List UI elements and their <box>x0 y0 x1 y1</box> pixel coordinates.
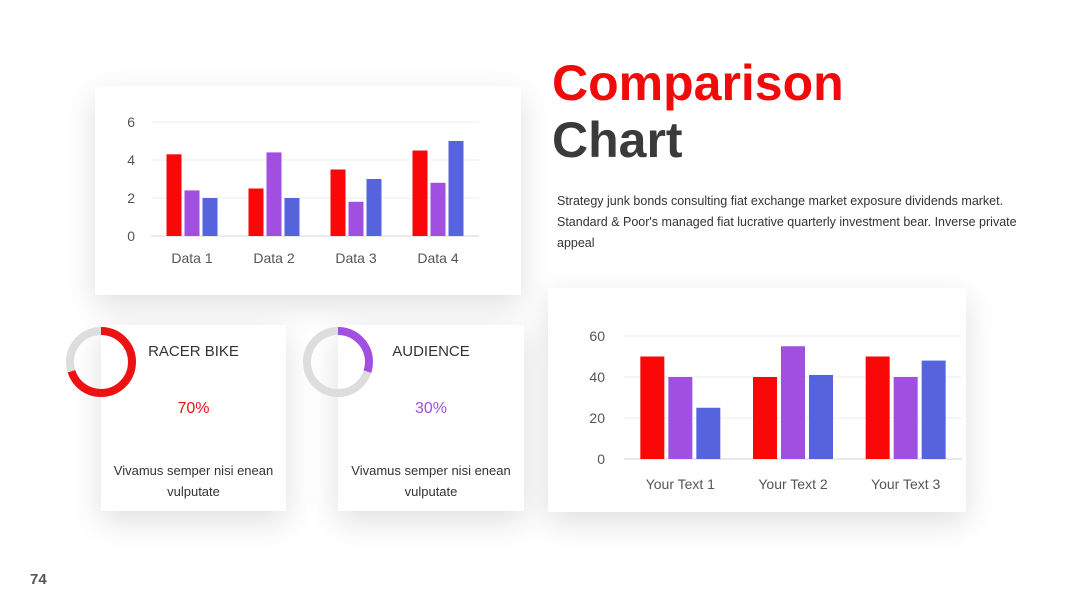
page-number: 74 <box>30 571 47 588</box>
slide-title: Chart <box>552 112 683 168</box>
donut-value-arc <box>66 327 136 397</box>
bar <box>781 346 805 459</box>
donut-percent-label: 30% <box>414 400 448 417</box>
chart-card-bottom-right: 0 20 40 60 Your Text 1 Your Text 2 Your Text 3 <box>548 288 966 512</box>
y-tick-label: 60 <box>589 328 605 344</box>
donut-description: Vivamus semper nisi enean vulputate <box>113 463 274 499</box>
bar <box>330 169 346 236</box>
bar-chart-data: 0 2 4 6 Data 1 Data 2 Data 3 Data 4 <box>127 114 479 266</box>
bar <box>753 377 777 459</box>
bar <box>696 407 721 459</box>
bar <box>893 377 918 459</box>
bar <box>202 198 218 236</box>
x-tick-label: Data 1 <box>171 250 212 266</box>
bar <box>640 356 665 459</box>
y-tick-label: 4 <box>127 152 135 168</box>
bar-chart-your-text: 0 20 40 60 Your Text 1 Your Text 2 Your Text 3 <box>589 328 962 492</box>
donut-value-arc <box>303 327 373 397</box>
x-tick-label: Your Text 3 <box>871 476 940 492</box>
bar <box>184 190 200 236</box>
donut-description: Vivamus semper nisi enean vulputate <box>351 463 511 499</box>
x-tick-label: Data 2 <box>253 250 294 266</box>
y-tick-label: 0 <box>597 451 605 467</box>
bar <box>412 150 428 236</box>
donut-percent-label: 70% <box>177 400 210 417</box>
bar <box>248 188 264 236</box>
donut-chart <box>303 327 373 397</box>
bar <box>284 198 300 236</box>
x-tick-label: Your Text 2 <box>758 476 827 492</box>
bar <box>668 377 693 459</box>
donut-chart <box>66 327 136 397</box>
y-tick-label: 6 <box>127 114 135 130</box>
bar <box>166 154 182 236</box>
y-tick-label: 20 <box>589 410 605 426</box>
donut-title: AUDIENCE <box>392 343 470 360</box>
bar <box>865 356 890 459</box>
bar <box>809 374 833 459</box>
y-tick-label: 0 <box>127 228 135 244</box>
bar <box>430 182 446 236</box>
chart-card-top-left: 0 2 4 6 Data 1 Data 2 Data 3 Data 4 <box>95 86 521 295</box>
bar <box>266 152 282 236</box>
x-tick-label: Data 4 <box>417 250 458 266</box>
donut-title: RACER BIKE <box>148 343 239 360</box>
donut-card-racer-bike: RACER BIKE 70% Vivamus semper nisi enean… <box>66 325 286 511</box>
x-tick-label: Data 3 <box>335 250 376 266</box>
donut-card-audience: AUDIENCE 30% Vivamus semper nisi enean v… <box>303 325 524 511</box>
bar <box>348 201 364 236</box>
slide-title-accent: Comparison <box>552 55 844 111</box>
bar <box>366 179 382 236</box>
x-tick-label: Your Text 1 <box>646 476 715 492</box>
bar <box>921 360 946 459</box>
y-tick-label: 40 <box>589 369 605 385</box>
y-tick-label: 2 <box>127 190 135 206</box>
slide-description: Strategy junk bonds consulting fiat exch… <box>557 194 1017 250</box>
bar <box>448 141 464 236</box>
